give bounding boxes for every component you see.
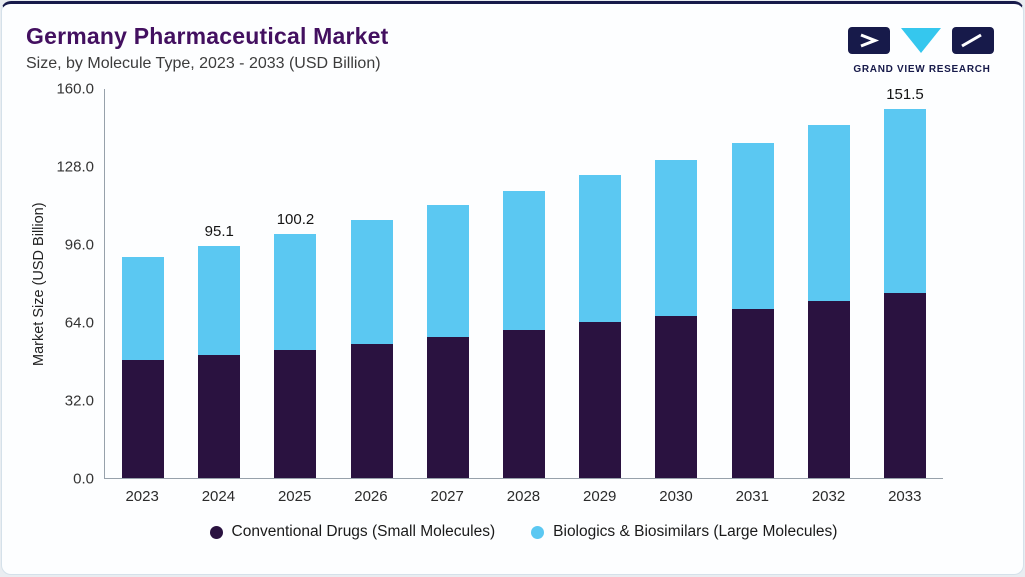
bar-segment-conventional-2025 <box>274 350 317 478</box>
bar-stack-2029 <box>579 175 622 478</box>
page-title: Germany Pharmaceutical Market <box>26 23 389 49</box>
x-tick-label-2026: 2026 <box>354 488 388 505</box>
x-tick-label-2031: 2031 <box>735 488 769 505</box>
x-tick-label-2029: 2029 <box>583 488 617 505</box>
bar-stack-2028 <box>503 191 546 478</box>
bar-column-2030 <box>638 89 714 478</box>
bar-column-2033: 151.5 <box>867 85 943 478</box>
grand-view-research-logo: GRAND VIEW RESEARCH <box>847 26 997 75</box>
bar-segment-conventional-2032 <box>807 301 850 478</box>
chart: Market Size (USD Billion) 0.0 32.0 64.0 96.… <box>28 82 1023 541</box>
bar-column-2026 <box>334 89 410 478</box>
y-tick-label: 64.0 <box>64 314 94 332</box>
legend-dot-conventional-icon <box>209 525 223 539</box>
bar-segment-biologics-2033 <box>883 108 926 293</box>
bar-stack-2026 <box>350 220 393 478</box>
bar-segment-conventional-2029 <box>579 322 622 478</box>
bar-segment-biologics-2026 <box>350 220 393 344</box>
bar-column-2024: 95.1 <box>181 89 257 478</box>
legend-label-biologics: Biologics & Biosimilars (Large Molecules… <box>553 523 838 540</box>
y-tick-label: 32.0 <box>64 392 94 410</box>
y-tick-label: 96.0 <box>64 236 94 254</box>
bar-stack-2027 <box>426 205 469 478</box>
bar-segment-biologics-2024 <box>198 246 241 356</box>
legend-label-conventional: Conventional Drugs (Small Molecules) <box>231 523 496 540</box>
bar-stack-2023 <box>122 256 165 478</box>
bar-segment-biologics-2027 <box>426 205 469 338</box>
y-tick-label: 160.0 <box>56 80 94 98</box>
x-tick-label-2030: 2030 <box>659 488 693 505</box>
bar-segment-conventional-2024 <box>198 355 241 478</box>
bar-column-2027 <box>410 89 486 478</box>
bar-segment-conventional-2026 <box>350 343 393 478</box>
y-tick-label: 0.0 <box>73 470 94 488</box>
x-tick-label-2032: 2032 <box>811 488 846 505</box>
x-tick-label-2023: 2023 <box>125 488 159 505</box>
y-axis-ticks: 0.0 32.0 64.0 96.0 128.0 160.0 <box>50 82 104 487</box>
bar-segment-biologics-2023 <box>122 256 165 360</box>
bar-value-label-2025: 100.2 <box>276 210 315 228</box>
legend-item-biologics: Biologics & Biosimilars (Large Molecules… <box>531 523 837 541</box>
bar-stack-2033 <box>883 108 926 478</box>
legend-dot-biologics-icon <box>531 525 545 539</box>
page-subtitle: Size, by Molecule Type, 2023 - 2033 (USD… <box>26 55 381 72</box>
x-tick-label-2025: 2025 <box>277 488 312 505</box>
chart-header: Germany Pharmaceutical Market Size, by M… <box>2 4 1023 73</box>
x-axis-ticks: 2023 2024 2025 2026 2027 2028 2029 2030 2031 2032… <box>104 479 943 505</box>
x-tick-label-2024: 2024 <box>201 488 236 505</box>
x-tick-label-2028: 2028 <box>506 488 541 505</box>
bar-stack-2032 <box>807 125 850 478</box>
legend: Conventional Drugs (Small Molecules) Biol… <box>104 523 943 541</box>
x-tick-label-2027: 2027 <box>430 488 464 505</box>
bar-segment-biologics-2029 <box>579 175 622 322</box>
bar-column-2032 <box>791 89 867 478</box>
bar-value-label-2033: 151.5 <box>886 85 924 103</box>
bar-stack-2031 <box>731 143 774 478</box>
bar-column-2023 <box>105 89 181 478</box>
bar-stack-2030 <box>655 160 698 478</box>
bar-stack-2024 <box>198 246 241 478</box>
bar-column-2028 <box>486 89 562 478</box>
bar-stack-2025 <box>274 233 317 478</box>
y-axis-label: Market Size (USD Billion) <box>31 202 47 366</box>
logo-text: GRAND VIEW RESEARCH <box>853 64 991 75</box>
bar-segment-conventional-2028 <box>503 330 546 478</box>
legend-item-conventional: Conventional Drugs (Small Molecules) <box>209 523 496 541</box>
bar-column-2031 <box>715 89 791 478</box>
bar-segment-conventional-2023 <box>122 359 165 478</box>
bar-segment-conventional-2033 <box>883 293 926 478</box>
y-tick-label: 128.0 <box>56 158 94 176</box>
bar-segment-biologics-2028 <box>503 191 546 331</box>
plot-column: 95.1 100.2 151.5 2023 2024 2025 2026 2027 2028 2… <box>104 85 943 541</box>
bar-column-2025: 100.2 <box>257 89 333 478</box>
x-tick-label-2033: 2033 <box>888 488 922 505</box>
bar-segment-biologics-2031 <box>731 143 774 309</box>
bar-segment-conventional-2030 <box>655 315 698 478</box>
bar-value-label-2024: 95.1 <box>204 223 234 241</box>
bar-segment-biologics-2025 <box>274 233 317 351</box>
plot-area: 95.1 100.2 151.5 <box>104 85 943 479</box>
bar-segment-conventional-2027 <box>426 337 469 478</box>
bar-segment-biologics-2032 <box>807 125 850 302</box>
bar-segment-conventional-2031 <box>731 308 774 478</box>
logo-mark-icon <box>848 27 994 54</box>
bar-segment-biologics-2030 <box>655 160 698 316</box>
bar-column-2029 <box>562 89 638 478</box>
